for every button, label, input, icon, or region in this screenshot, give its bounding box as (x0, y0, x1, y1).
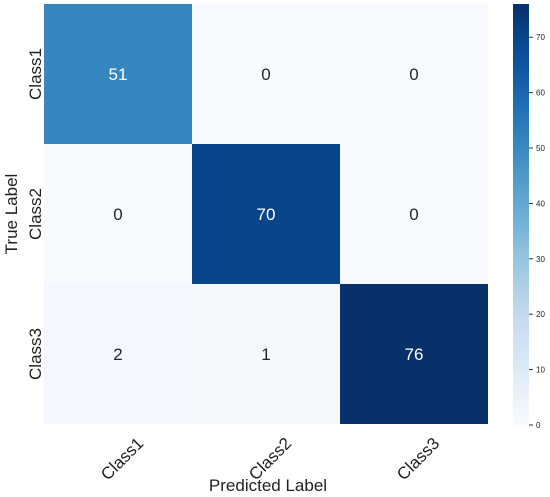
colorbar (513, 4, 529, 425)
colorbar-tick-label: 10 (536, 366, 545, 375)
heatmap-cell (340, 144, 488, 284)
y-tick-label: Class3 (26, 328, 45, 380)
x-tick-label: Class3 (393, 434, 443, 484)
colorbar-tick-label: 60 (536, 89, 545, 98)
y-axis-label: True Label (2, 174, 21, 255)
y-tick-labels: Class1 Class2 Class3 (26, 48, 45, 380)
heatmap-cell (44, 284, 192, 424)
heatmap-cells (44, 4, 488, 424)
cell-value-label: 0 (261, 65, 270, 84)
x-axis-label: Predicted Label (209, 476, 327, 495)
heatmap-cell (340, 284, 488, 424)
cell-value-label: 1 (261, 345, 270, 364)
heatmap-cell (44, 144, 192, 284)
colorbar-tick-label: 40 (536, 199, 545, 208)
cell-value-labels: 51 0 0 0 70 0 2 1 76 (109, 65, 424, 364)
heatmap-cell (192, 144, 340, 284)
colorbar-tick-label: 50 (536, 144, 545, 153)
colorbar-tick-label: 0 (536, 421, 541, 430)
heatmap-cell (192, 4, 340, 144)
heatmap-cell (192, 284, 340, 424)
cell-value-label: 70 (257, 205, 276, 224)
heatmap-cell (340, 4, 488, 144)
cell-value-label: 51 (109, 65, 128, 84)
heatmap-cell (44, 4, 192, 144)
cell-value-label: 0 (409, 205, 418, 224)
x-tick-label: Class1 (97, 434, 147, 484)
y-tick-label: Class2 (26, 188, 45, 240)
colorbar-ticks: 0 10 20 30 40 50 60 70 (529, 33, 545, 430)
colorbar-tick-label: 20 (536, 310, 545, 319)
y-tick-label: Class1 (26, 48, 45, 100)
colorbar-tick-label: 70 (536, 33, 545, 42)
cell-value-label: 0 (113, 205, 122, 224)
cell-value-label: 76 (405, 345, 424, 364)
cell-value-label: 2 (113, 345, 122, 364)
cell-value-label: 0 (409, 65, 418, 84)
colorbar-tick-label: 30 (536, 255, 545, 264)
